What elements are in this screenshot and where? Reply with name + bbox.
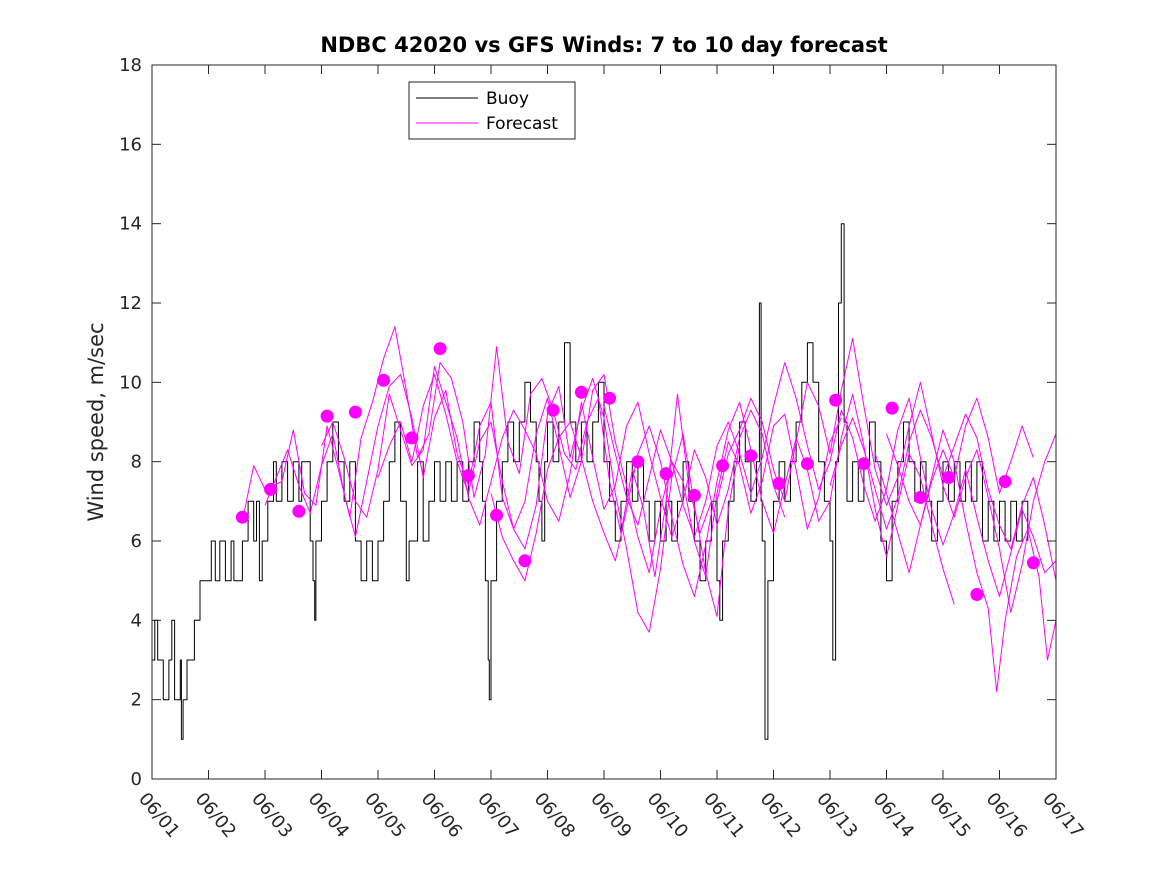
forecast-marker-21 <box>829 393 843 407</box>
forecast-marker-8 <box>461 469 475 482</box>
forecast-marker-18 <box>744 449 758 463</box>
forecast-marker-6 <box>405 431 419 445</box>
y-tick-label-10: 10 <box>119 372 142 393</box>
x-tick-label-15: 06/16 <box>982 789 1031 842</box>
x-tick-label-2: 06/03 <box>247 789 296 842</box>
legend-box <box>408 81 576 140</box>
forecast-marker-7 <box>433 342 447 356</box>
forecast-marker-28 <box>1026 556 1040 570</box>
plot-area <box>151 64 1057 780</box>
y-tick-label-14: 14 <box>119 214 142 235</box>
x-tick-label-11: 06/12 <box>756 789 805 842</box>
forecast-marker-3 <box>320 409 334 423</box>
x-tick-label-9: 06/10 <box>643 789 692 842</box>
forecast-series-line-9 <box>874 429 1056 693</box>
forecast-series-line-10 <box>886 397 1034 526</box>
forecast-marker-17 <box>716 459 730 473</box>
x-tick-label-13: 06/14 <box>869 789 918 842</box>
x-tick-label-8: 06/09 <box>586 789 635 842</box>
y-tick-label-6: 6 <box>131 531 142 552</box>
y-tick-label-0: 0 <box>131 769 142 790</box>
forecast-marker-24 <box>913 490 927 504</box>
forecast-marker-14 <box>631 455 645 469</box>
forecast-marker-5 <box>377 373 391 387</box>
x-tick-label-14: 06/15 <box>925 789 974 842</box>
legend-label-forecast: Forecast <box>486 114 558 134</box>
x-tick-label-6: 06/07 <box>473 789 522 842</box>
y-axis-label: Wind speed, m/sec <box>84 322 108 521</box>
x-tick-label-0: 06/01 <box>134 789 183 842</box>
y-tick-label-18: 18 <box>119 55 142 76</box>
forecast-marker-0 <box>235 510 249 524</box>
forecast-marker-10 <box>518 554 532 568</box>
forecast-marker-2 <box>292 504 306 518</box>
forecast-marker-4 <box>348 405 362 419</box>
forecast-series-line-3 <box>321 366 786 538</box>
forecast-marker-1 <box>264 482 278 496</box>
y-axis: 0 2 4 6 8 10 12 14 16 18 <box>119 55 1056 790</box>
forecast-marker-12 <box>574 385 588 399</box>
forecast-series-line-7 <box>716 338 1056 613</box>
forecast-marker-11 <box>546 403 560 417</box>
forecast-marker-13 <box>603 391 617 405</box>
forecast-marker-16 <box>687 488 701 502</box>
series-layer <box>152 223 1056 740</box>
forecast-marker-22 <box>857 457 871 471</box>
forecast-marker-27 <box>998 475 1012 488</box>
x-tick-label-7: 06/08 <box>530 789 579 842</box>
y-tick-label-4: 4 <box>131 610 142 631</box>
x-tick-label-10: 06/11 <box>699 789 748 842</box>
y-tick-label-2: 2 <box>131 690 142 711</box>
x-tick-label-4: 06/05 <box>360 789 409 842</box>
y-tick-label-12: 12 <box>119 293 142 314</box>
x-tick-label-12: 06/13 <box>812 789 861 842</box>
forecast-marker-19 <box>772 477 786 490</box>
legend-label-buoy: Buoy <box>486 89 529 109</box>
x-tick-label-5: 06/06 <box>417 789 466 842</box>
x-tick-label-1: 06/02 <box>191 789 240 842</box>
legend: Buoy Forecast <box>408 81 576 140</box>
y-tick-label-8: 8 <box>131 452 142 473</box>
forecast-series-line-1 <box>241 326 712 578</box>
forecast-marker-15 <box>659 467 673 481</box>
x-tick-label-3: 06/04 <box>304 789 353 842</box>
y-tick-label-16: 16 <box>119 134 142 155</box>
forecast-marker-23 <box>885 401 899 415</box>
forecast-series-line-6 <box>603 362 1056 597</box>
x-tick-label-16: 06/17 <box>1038 789 1087 842</box>
chart-title: NDBC 42020 vs GFS Winds: 7 to 10 day for… <box>320 33 887 57</box>
forecast-marker-25 <box>942 471 956 484</box>
forecast-series-line-2 <box>264 373 741 633</box>
forecast-marker-9 <box>490 508 504 522</box>
forecast-series-line-4 <box>377 373 842 578</box>
forecast-marker-20 <box>800 457 814 471</box>
forecast-marker-26 <box>970 588 984 601</box>
